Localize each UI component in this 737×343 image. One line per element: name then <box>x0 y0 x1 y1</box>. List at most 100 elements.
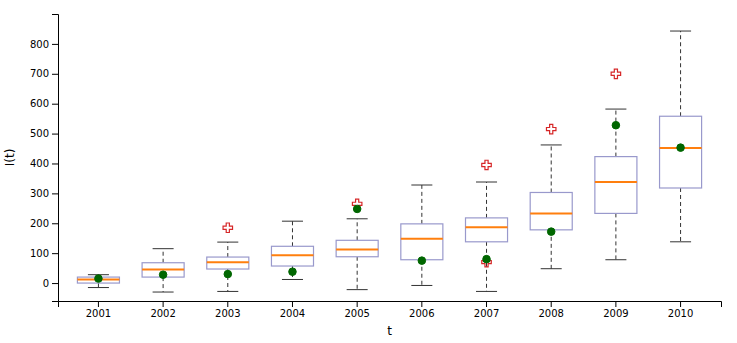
x-tick-label: 2002 <box>150 308 175 319</box>
x-tick-mark <box>680 301 681 307</box>
box <box>530 192 572 229</box>
point <box>547 228 555 236</box>
whisker-low <box>98 283 99 287</box>
x-tick-label: 2008 <box>538 308 563 319</box>
x-tick: 2002 <box>150 301 175 319</box>
cap-low <box>605 259 626 260</box>
median <box>595 181 637 183</box>
cap-high <box>217 242 238 243</box>
box-group <box>660 31 702 242</box>
box-series <box>77 31 701 292</box>
box <box>466 218 508 242</box>
x-tick: 2005 <box>344 301 369 319</box>
box-group <box>77 275 119 288</box>
y-tick-label: 200 <box>30 218 49 229</box>
x-tick-mark <box>486 301 487 307</box>
whisker-high <box>615 109 616 157</box>
point <box>353 205 361 213</box>
x-tick-mark <box>421 301 422 307</box>
median <box>142 269 184 271</box>
whisker-low <box>357 257 358 290</box>
x-tick-label: 2006 <box>409 308 434 319</box>
median <box>530 212 572 214</box>
flier <box>482 160 491 169</box>
box <box>595 157 637 214</box>
point <box>483 255 491 263</box>
point <box>224 270 232 278</box>
cap-low <box>476 291 497 292</box>
y-tick-label: 600 <box>30 98 49 109</box>
x-tick-mark <box>357 301 358 307</box>
box <box>207 257 249 269</box>
flier <box>546 124 555 133</box>
box-group <box>466 160 508 291</box>
point <box>95 275 103 283</box>
whisker-high <box>551 145 552 193</box>
y-tick: 600 <box>30 98 58 109</box>
x-tick: 2010 <box>668 301 693 319</box>
box-group <box>142 249 184 292</box>
cap-low <box>217 291 238 292</box>
cap-high <box>411 185 432 186</box>
box-group <box>401 185 443 285</box>
median <box>207 261 249 263</box>
whisker-high <box>292 221 293 246</box>
y-tick-label: 500 <box>30 128 49 139</box>
cap-low <box>282 279 303 280</box>
median <box>336 249 378 251</box>
x-tick-mark <box>98 301 99 307</box>
y-tick: 100 <box>30 248 58 259</box>
cap-low <box>411 285 432 286</box>
point-series <box>95 121 685 282</box>
median <box>466 226 508 228</box>
x-tick-label: 2001 <box>86 308 111 319</box>
y-tick-mark <box>52 163 58 164</box>
y-tick-mark <box>52 74 58 75</box>
chart: 0100200300400500600700800200120022003200… <box>0 0 737 343</box>
point <box>159 271 167 279</box>
x-tick-label: 2003 <box>215 308 240 319</box>
cap-high <box>347 218 368 219</box>
cap-high <box>153 248 174 249</box>
cap-low <box>153 292 174 293</box>
box-group <box>530 124 572 268</box>
y-tick-mark <box>52 104 58 105</box>
point <box>289 268 297 276</box>
whisker-low <box>615 213 616 259</box>
marks <box>77 31 701 292</box>
flier <box>223 223 232 232</box>
cap-high <box>476 182 497 183</box>
y-tick: 200 <box>30 218 58 229</box>
y-tick: 300 <box>30 188 58 199</box>
x-tick: 2007 <box>474 301 499 319</box>
plot: 0100200300400500600700800200120022003200… <box>30 15 722 320</box>
y-tick-mark <box>52 193 58 194</box>
whisker-high <box>357 219 358 241</box>
whisker-high <box>227 242 228 257</box>
y-tick: 800 <box>30 39 58 50</box>
whisker-low <box>163 277 164 292</box>
cap-low <box>541 268 562 269</box>
median <box>401 238 443 240</box>
box-group <box>271 221 313 279</box>
cap-high <box>605 109 626 110</box>
y-tick-label: 0 <box>43 278 49 289</box>
x-tick-label: 2010 <box>668 308 693 319</box>
x-tick: 2009 <box>603 301 628 319</box>
cap-high <box>541 144 562 145</box>
x-axis-title: t <box>387 324 392 338</box>
box-group <box>207 223 249 291</box>
x-tick-mark <box>227 301 228 307</box>
x-tick-label: 2009 <box>603 308 628 319</box>
whisker-low <box>680 188 681 242</box>
x-axis-line <box>59 302 722 308</box>
y-tick: 0 <box>43 278 58 289</box>
y-tick-label: 800 <box>30 39 49 50</box>
box <box>336 240 378 256</box>
point <box>677 144 685 152</box>
point <box>418 257 426 265</box>
y-axis: 0100200300400500600700800 <box>30 15 59 302</box>
x-tick-label: 2005 <box>344 308 369 319</box>
y-tick-label: 700 <box>30 68 49 79</box>
x-tick-label: 2007 <box>474 308 499 319</box>
